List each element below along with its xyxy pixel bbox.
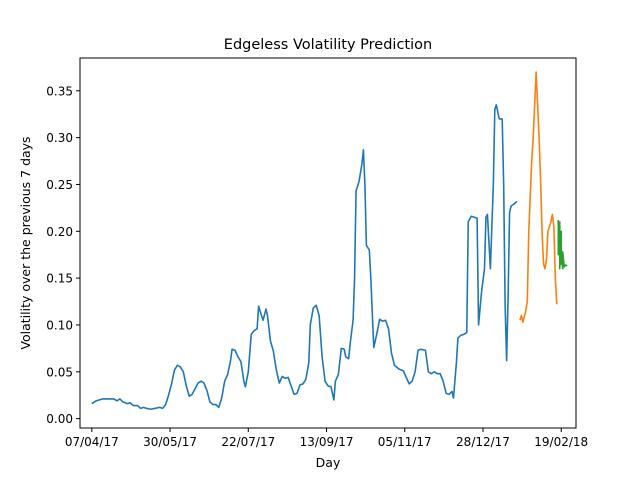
x-axis-label: Day bbox=[316, 455, 341, 470]
x-axis: 07/04/17 30/05/17 22/07/17 13/09/17 05/11/17… bbox=[65, 428, 588, 449]
series-line-1 bbox=[91, 104, 518, 411]
y-tick-label: 0.25 bbox=[46, 178, 73, 192]
series-line-3 bbox=[557, 220, 568, 270]
y-tick-label: 0.05 bbox=[46, 365, 73, 379]
y-tick-label: 0.35 bbox=[46, 84, 73, 98]
x-tick-label: 30/05/17 bbox=[143, 435, 197, 449]
plot-lines bbox=[91, 71, 568, 411]
y-tick-label: 0.20 bbox=[46, 225, 73, 239]
y-tick-label: 0.30 bbox=[46, 131, 73, 145]
chart-title: Edgeless Volatility Prediction bbox=[224, 37, 432, 53]
y-axis-label: Volatility over the previous 7 days bbox=[18, 136, 33, 349]
x-tick-label: 13/09/17 bbox=[300, 435, 354, 449]
plot-frame bbox=[79, 57, 577, 429]
y-tick-label: 0.10 bbox=[46, 318, 73, 332]
y-tick-label: 0.00 bbox=[46, 412, 73, 426]
x-tick-label: 05/11/17 bbox=[378, 435, 432, 449]
series-line-2 bbox=[519, 71, 558, 323]
x-tick-label: 22/07/17 bbox=[221, 435, 275, 449]
x-tick-label: 28/12/17 bbox=[456, 435, 510, 449]
y-axis: 0.00 0.05 0.10 0.15 0.20 0.25 0.30 0.35 bbox=[46, 84, 80, 426]
x-tick-label: 07/04/17 bbox=[65, 435, 119, 449]
x-tick-label: 19/02/18 bbox=[534, 435, 588, 449]
y-tick-label: 0.15 bbox=[46, 272, 73, 286]
